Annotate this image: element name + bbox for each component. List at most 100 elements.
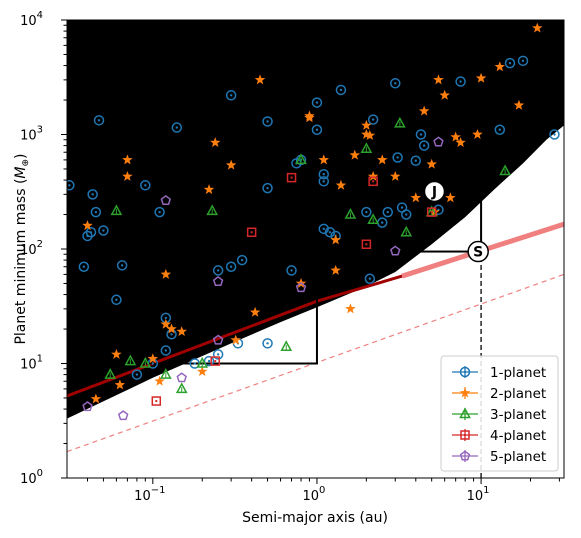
legend-marker-2-planet	[459, 387, 471, 398]
2-planet-point-4	[114, 379, 126, 390]
1-planet-point-58	[517, 55, 529, 67]
1-planet-point-18	[171, 122, 183, 133]
5-planet-point-1	[82, 401, 93, 412]
2-planet-point-13	[197, 366, 208, 377]
4-planet-point-4	[286, 172, 297, 183]
y-tick-label: 102	[20, 239, 43, 258]
x-tick-label: 100	[302, 485, 325, 504]
2-planet-point-2	[90, 393, 102, 404]
2-planet-point-42	[450, 131, 461, 142]
solar-planet-J: J	[423, 180, 446, 203]
1-planet-point-21	[212, 349, 224, 360]
5-planet-point-7	[295, 282, 307, 293]
legend-marker-1-planet	[459, 366, 471, 378]
x-tick-label: 101	[467, 485, 490, 504]
1-planet-point-30	[286, 265, 297, 276]
1-planet-point-1	[67, 180, 75, 191]
2-planet-point-39	[433, 74, 444, 85]
5-planet-point-4	[176, 372, 187, 383]
1-planet-point-12	[140, 180, 151, 191]
legend-marker-3-planet	[459, 407, 471, 419]
3-planet-point-2	[110, 204, 123, 216]
2-planet-point-25	[330, 264, 341, 275]
3-planet-point-14	[394, 116, 406, 128]
3-planet-point-6	[175, 382, 188, 394]
svg-text:J: J	[431, 184, 437, 200]
3-planet-point-7	[196, 356, 209, 368]
1-planet-point-2	[78, 261, 90, 272]
1-planet-point-50	[410, 155, 422, 166]
5-planet-point-3	[160, 195, 172, 206]
1-planet-point-26	[236, 254, 248, 266]
y-axis-label: Planet minimum mass (M⊕)	[13, 153, 31, 344]
2-planet-point-35	[410, 192, 421, 203]
2-planet-point-7	[147, 353, 159, 364]
3-planet-point-5	[159, 368, 172, 379]
3-planet-point-11	[344, 207, 357, 219]
1-planet-point-41	[361, 206, 372, 218]
svg-text:S: S	[473, 245, 483, 261]
2-planet-point-28	[349, 149, 361, 160]
1-planet-point-6	[90, 206, 102, 218]
3-planet-point-17	[499, 164, 511, 176]
1-planet-point-27	[262, 116, 273, 127]
2-planet-point-33	[377, 154, 388, 165]
2-planet-point-32	[367, 170, 379, 181]
5-planet-point-6	[212, 275, 224, 286]
2-planet-point-10	[160, 318, 172, 329]
2-planet-point-12	[176, 326, 187, 337]
3-planet-point-9	[280, 340, 293, 352]
2-planet-point-34	[390, 170, 401, 181]
legend-label-2-planet: 2-planet	[490, 386, 546, 402]
2-planet-point-40	[439, 89, 450, 100]
2-planet-point-16	[225, 159, 237, 170]
sensitivity-band-8	[67, 20, 564, 419]
3-planet-point-4	[139, 356, 152, 368]
2-planet-point-17	[230, 334, 241, 345]
y-tick-label: 104	[20, 10, 43, 29]
2-planet-point-8	[154, 375, 165, 386]
3-planet-point-15	[400, 225, 413, 237]
1-planet-point-33	[311, 97, 323, 108]
2-planet-point-44	[472, 129, 483, 139]
2-planet-point-27	[345, 303, 356, 314]
legend-label-3-planet: 3-planet	[490, 407, 546, 423]
5-planet-point-2	[117, 410, 129, 421]
2-planet-point-1	[82, 220, 93, 231]
1-planet-point-55	[455, 76, 466, 87]
2-planet-point-43	[455, 137, 466, 148]
legend: 1-planet 2-planet 3-planet 4-planet 5-planet	[440, 355, 559, 472]
y-axis-ticks: 100 101 102 103 104	[20, 10, 67, 487]
1-planet-point-59	[549, 129, 560, 140]
x-axis-label: Semi-major axis (au)	[242, 510, 388, 526]
1-planet-point-45	[382, 206, 394, 218]
planet-points	[67, 22, 560, 421]
3-planet-point-8	[206, 204, 219, 216]
4-planet-point-6	[368, 176, 378, 187]
4-planet-point-3	[246, 227, 257, 238]
x-tick-label: 10−1	[134, 485, 165, 504]
1-planet-point-15	[160, 345, 172, 356]
1-planet-point-49	[401, 209, 412, 220]
2-planet-point-18	[249, 306, 261, 317]
2-planet-point-36	[418, 105, 430, 116]
2-planet-point-29	[361, 119, 372, 130]
1-planet-point-9	[111, 294, 122, 306]
1-planet-point-10	[116, 260, 128, 271]
sensitivity-contours	[67, 20, 564, 419]
2-planet-point-41	[445, 192, 456, 203]
3-planet-point-1	[104, 368, 117, 379]
1-planet-point-23	[225, 261, 237, 272]
2-planet-point-46	[494, 61, 506, 72]
legend-marker-5-planet	[459, 450, 471, 461]
4-planet-point-1	[151, 396, 162, 406]
1-planet-point-47	[392, 152, 403, 163]
region-box-2	[67, 64, 483, 253]
legend-label-5-planet: 5-planet	[490, 449, 546, 465]
4-planet-point-5	[361, 239, 372, 250]
1-planet-point-14	[154, 206, 165, 218]
3-planet-point-3	[124, 354, 137, 366]
2-planet-point-19	[254, 74, 266, 85]
2-planet-point-24	[330, 234, 341, 245]
